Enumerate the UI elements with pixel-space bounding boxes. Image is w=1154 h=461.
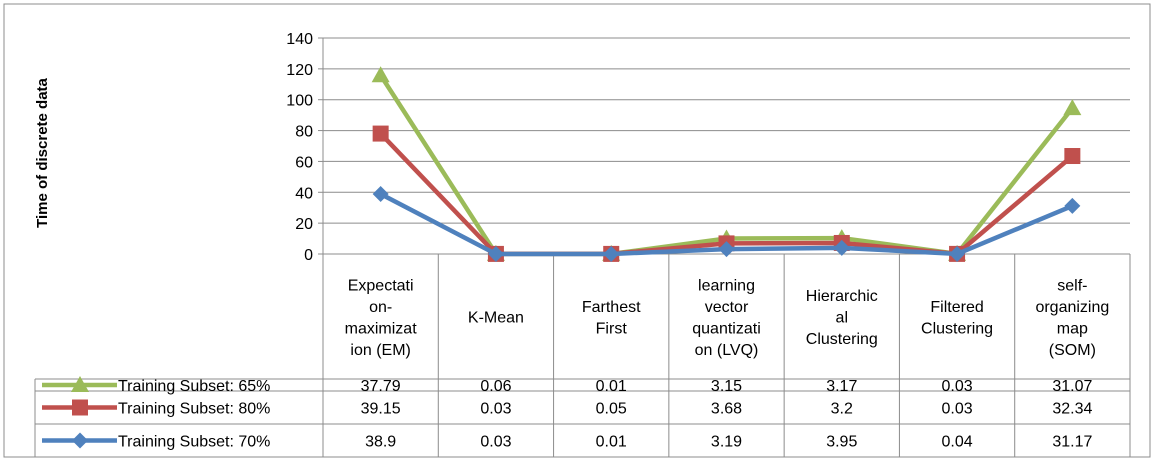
legend-marker bbox=[72, 432, 88, 449]
table-cell: 38.9 bbox=[365, 434, 396, 451]
legend-label: Training Subset: 70% bbox=[118, 434, 270, 451]
data-table: Expectati on-maximizat ion (EM) K-Mean Farth… bbox=[34, 254, 1131, 458]
table-cell: 0.04 bbox=[942, 434, 973, 451]
series-training-subset-70- bbox=[372, 185, 1081, 262]
category-label: Farthest First bbox=[582, 299, 641, 338]
y-tick-label: 120 bbox=[286, 62, 313, 79]
data-point bbox=[1064, 148, 1081, 165]
table-cell: 0.03 bbox=[942, 401, 973, 418]
table-cell: 3.95 bbox=[826, 434, 857, 451]
plot-area bbox=[371, 66, 1082, 262]
category-label: K-Mean bbox=[468, 310, 524, 327]
data-point bbox=[833, 239, 850, 256]
data-point bbox=[718, 241, 735, 258]
table-cell: 0.03 bbox=[942, 378, 973, 395]
data-point bbox=[372, 185, 389, 202]
y-tick-label: 100 bbox=[286, 93, 313, 110]
table-row: Training Subset: 80% 39.15 0.03 0.05 3.68 3.2… bbox=[42, 399, 1092, 418]
legend-marker bbox=[71, 376, 89, 392]
table-row: Training Subset: 65% 37.79 0.06 0.01 3.15 3.1… bbox=[42, 376, 1092, 395]
category-label: learning vector quantizati on (LVQ) bbox=[692, 277, 761, 359]
y-tick-label: 140 bbox=[286, 31, 313, 48]
table-cell: 37.79 bbox=[361, 378, 401, 395]
y-axis: 0 20 40 60 80 100 120 140 bbox=[286, 31, 324, 264]
table-cell: 3.17 bbox=[826, 378, 857, 395]
table-row: Training Subset: 70% 38.9 0.03 0.01 3.19 3.95… bbox=[42, 432, 1092, 451]
category-label: Expectati on-maximizat ion (EM) bbox=[345, 277, 418, 359]
y-tick-label: 40 bbox=[295, 185, 313, 202]
table-cell: 3.19 bbox=[711, 434, 742, 451]
data-point bbox=[1064, 197, 1081, 214]
data-point bbox=[949, 245, 966, 262]
legend-label: Training Subset: 80% bbox=[118, 401, 270, 418]
table-cell: 0.01 bbox=[596, 378, 627, 395]
data-point bbox=[487, 245, 504, 262]
table-cell: 31.17 bbox=[1052, 434, 1092, 451]
data-point bbox=[371, 66, 390, 83]
table-cell: 3.68 bbox=[711, 401, 742, 418]
y-tick-label: 20 bbox=[295, 216, 313, 233]
category-label: Filtered Clustering bbox=[921, 299, 993, 338]
category-label: Hierarchic al Clustering bbox=[806, 288, 878, 348]
table-cell: 3.2 bbox=[831, 401, 853, 418]
legend-label: Training Subset: 65% bbox=[118, 378, 270, 395]
table-cell: 0.03 bbox=[480, 401, 511, 418]
table-cell: 0.05 bbox=[596, 401, 627, 418]
table-cell: 0.06 bbox=[480, 378, 511, 395]
table-cell: 32.34 bbox=[1052, 401, 1092, 418]
data-point bbox=[603, 245, 620, 262]
table-cell: 0.03 bbox=[480, 434, 511, 451]
y-axis-label: Time of discrete data bbox=[34, 77, 51, 227]
table-cell: 31.07 bbox=[1052, 378, 1092, 395]
y-tick-label: 60 bbox=[295, 154, 313, 171]
y-tick-label: 0 bbox=[304, 247, 313, 264]
table-cell: 0.01 bbox=[596, 434, 627, 451]
y-tick-label: 80 bbox=[295, 124, 313, 141]
chart-border bbox=[3, 3, 1151, 458]
category-label: self-organizing map (SOM) bbox=[1035, 277, 1109, 359]
legend-marker bbox=[72, 399, 88, 416]
table-cell: 39.15 bbox=[361, 401, 401, 418]
data-point bbox=[1063, 99, 1082, 116]
data-point bbox=[372, 125, 389, 142]
table-cell: 3.15 bbox=[711, 378, 742, 395]
